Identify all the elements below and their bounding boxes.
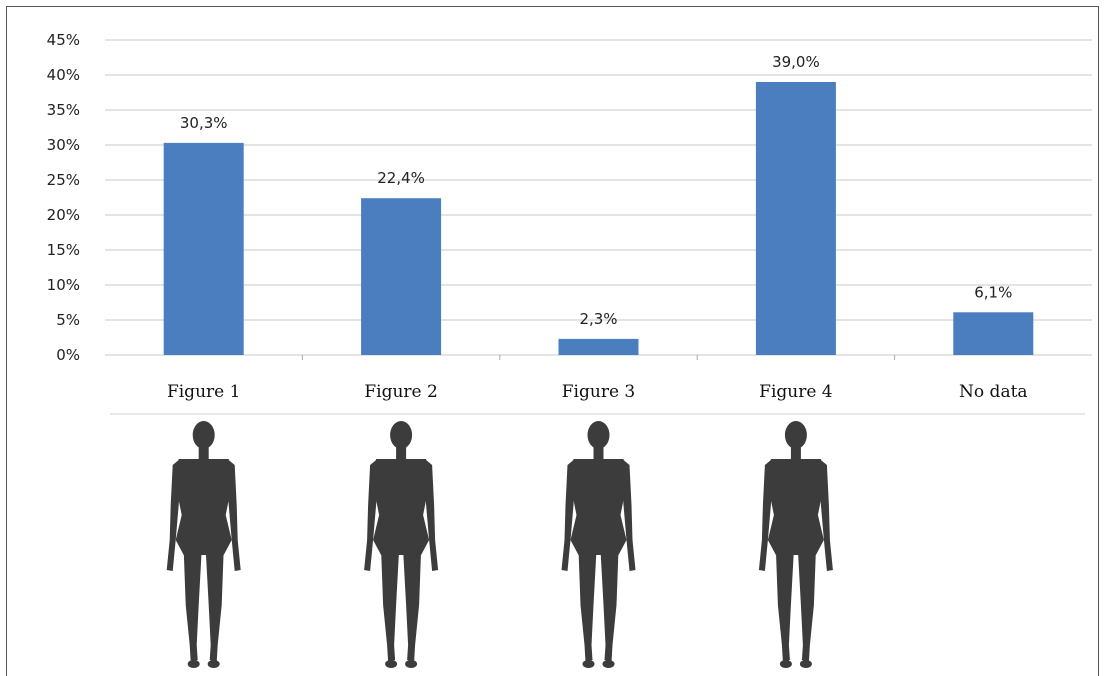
figure-silhouettes	[166, 421, 833, 668]
y-tick-label: 0%	[56, 346, 80, 364]
data-labels: 30,3% 22,4% 2,3% 39,0% 6,1%	[180, 53, 1012, 328]
data-label: 2,3%	[579, 310, 617, 328]
y-tick-label: 25%	[47, 171, 80, 189]
figure-4-silhouette	[758, 421, 833, 668]
y-tick-label: 20%	[47, 206, 80, 224]
data-label: 6,1%	[974, 283, 1012, 301]
figure-3-silhouette	[561, 421, 636, 668]
bar	[755, 82, 836, 355]
y-tick-label: 45%	[47, 31, 80, 49]
bar	[361, 198, 442, 355]
x-tick-label: Figure 1	[167, 382, 240, 402]
y-tick-label: 10%	[47, 276, 80, 294]
bar	[953, 312, 1034, 355]
x-tick-label: Figure 4	[759, 382, 832, 402]
gridlines	[105, 39, 1092, 360]
data-label: 22,4%	[377, 169, 425, 187]
y-axis: 0% 5% 10% 15% 20% 25% 30% 35% 40% 45%	[47, 31, 80, 364]
y-tick-label: 5%	[56, 311, 80, 329]
x-tick-label: No data	[959, 382, 1028, 402]
bar	[163, 142, 244, 355]
bars	[163, 82, 1034, 355]
y-tick-label: 35%	[47, 101, 80, 119]
bar	[558, 338, 639, 355]
figure-frame	[6, 6, 1099, 676]
x-tick-label: Figure 3	[562, 382, 635, 402]
data-label: 39,0%	[772, 53, 820, 71]
x-tick-label: Figure 2	[364, 382, 437, 402]
y-tick-label: 30%	[47, 136, 80, 154]
figure-1-silhouette	[166, 421, 241, 668]
figure-2-silhouette	[364, 421, 439, 668]
x-axis: Figure 1 Figure 2 Figure 3 Figure 4 No data	[110, 382, 1085, 415]
y-tick-label: 15%	[47, 241, 80, 259]
data-label: 30,3%	[180, 114, 228, 132]
y-tick-label: 40%	[47, 66, 80, 84]
